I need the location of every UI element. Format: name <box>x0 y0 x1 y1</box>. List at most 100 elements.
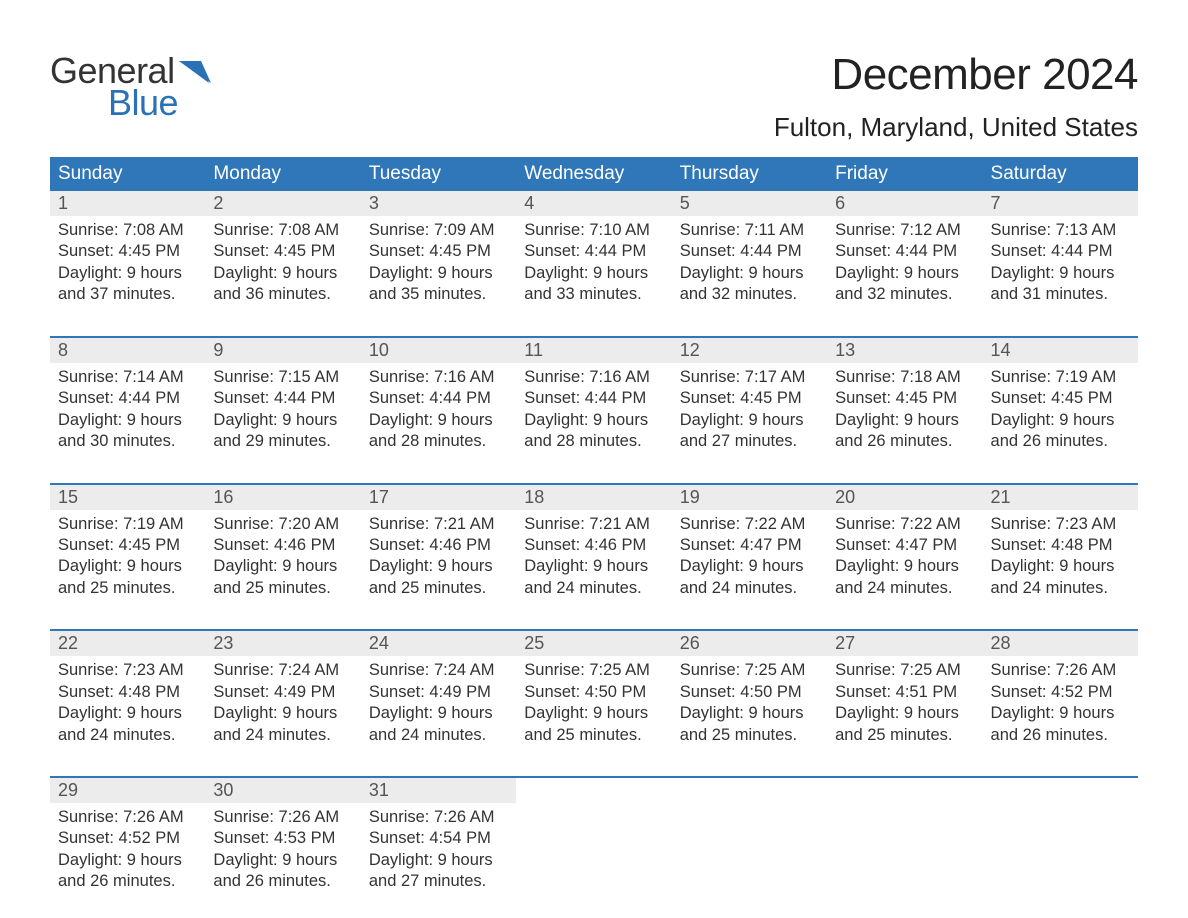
day-detail-cell: Sunrise: 7:17 AMSunset: 4:45 PMDaylight:… <box>672 363 827 484</box>
sunrise-text: Sunrise: 7:09 AM <box>369 220 508 241</box>
header: General Blue December 2024 Fulton, Maryl… <box>50 50 1138 143</box>
sunset-text: Sunset: 4:44 PM <box>524 388 663 409</box>
day-number-row: 1234567 <box>50 191 1138 216</box>
day-detail-row: Sunrise: 7:19 AMSunset: 4:45 PMDaylight:… <box>50 510 1138 631</box>
daylight-text: Daylight: 9 hours <box>991 263 1130 284</box>
sunrise-text: Sunrise: 7:26 AM <box>991 660 1130 681</box>
day-detail-cell: Sunrise: 7:08 AMSunset: 4:45 PMDaylight:… <box>50 216 205 337</box>
daylight-text: and 29 minutes. <box>213 431 352 452</box>
day-number-row: 15161718192021 <box>50 485 1138 510</box>
day-detail-cell: Sunrise: 7:14 AMSunset: 4:44 PMDaylight:… <box>50 363 205 484</box>
daylight-text: Daylight: 9 hours <box>213 556 352 577</box>
sunset-text: Sunset: 4:48 PM <box>58 682 197 703</box>
sunrise-text: Sunrise: 7:14 AM <box>58 367 197 388</box>
daylight-text: and 24 minutes. <box>524 578 663 599</box>
sunrise-text: Sunrise: 7:08 AM <box>58 220 197 241</box>
sunrise-text: Sunrise: 7:26 AM <box>58 807 197 828</box>
day-detail-cell: Sunrise: 7:16 AMSunset: 4:44 PMDaylight:… <box>516 363 671 484</box>
daylight-text: Daylight: 9 hours <box>213 263 352 284</box>
sunset-text: Sunset: 4:52 PM <box>991 682 1130 703</box>
sunset-text: Sunset: 4:45 PM <box>213 241 352 262</box>
daylight-text: Daylight: 9 hours <box>991 410 1130 431</box>
sunset-text: Sunset: 4:48 PM <box>991 535 1130 556</box>
daylight-text: Daylight: 9 hours <box>680 556 819 577</box>
sunrise-text: Sunrise: 7:25 AM <box>524 660 663 681</box>
daylight-text: Daylight: 9 hours <box>213 703 352 724</box>
daylight-text: Daylight: 9 hours <box>524 410 663 431</box>
sunrise-text: Sunrise: 7:11 AM <box>680 220 819 241</box>
day-detail-cell: Sunrise: 7:26 AMSunset: 4:52 PMDaylight:… <box>983 656 1138 777</box>
sunrise-text: Sunrise: 7:26 AM <box>213 807 352 828</box>
day-detail-cell: Sunrise: 7:21 AMSunset: 4:46 PMDaylight:… <box>361 510 516 631</box>
sunrise-text: Sunrise: 7:19 AM <box>991 367 1130 388</box>
day-detail-cell: Sunrise: 7:24 AMSunset: 4:49 PMDaylight:… <box>205 656 360 777</box>
day-detail-cell <box>672 803 827 901</box>
daylight-text: Daylight: 9 hours <box>524 703 663 724</box>
day-detail-cell: Sunrise: 7:26 AMSunset: 4:52 PMDaylight:… <box>50 803 205 901</box>
daylight-text: Daylight: 9 hours <box>835 410 974 431</box>
day-detail-cell: Sunrise: 7:19 AMSunset: 4:45 PMDaylight:… <box>50 510 205 631</box>
daylight-text: Daylight: 9 hours <box>213 850 352 871</box>
daylight-text: Daylight: 9 hours <box>835 703 974 724</box>
day-detail-cell: Sunrise: 7:24 AMSunset: 4:49 PMDaylight:… <box>361 656 516 777</box>
day-detail-cell <box>827 803 982 901</box>
day-number-cell: 15 <box>50 485 205 510</box>
day-number-cell: 21 <box>983 485 1138 510</box>
sunrise-text: Sunrise: 7:23 AM <box>58 660 197 681</box>
day-header: Tuesday <box>361 157 516 191</box>
sunset-text: Sunset: 4:51 PM <box>835 682 974 703</box>
day-header: Thursday <box>672 157 827 191</box>
day-number-cell: 7 <box>983 191 1138 216</box>
sunset-text: Sunset: 4:45 PM <box>680 388 819 409</box>
month-title: December 2024 <box>774 50 1138 100</box>
day-detail-cell: Sunrise: 7:25 AMSunset: 4:50 PMDaylight:… <box>672 656 827 777</box>
day-number-cell: 2 <box>205 191 360 216</box>
sunset-text: Sunset: 4:46 PM <box>369 535 508 556</box>
daylight-text: Daylight: 9 hours <box>680 703 819 724</box>
daylight-text: Daylight: 9 hours <box>213 410 352 431</box>
daylight-text: Daylight: 9 hours <box>369 410 508 431</box>
day-detail-cell: Sunrise: 7:22 AMSunset: 4:47 PMDaylight:… <box>672 510 827 631</box>
day-detail-cell: Sunrise: 7:10 AMSunset: 4:44 PMDaylight:… <box>516 216 671 337</box>
sunset-text: Sunset: 4:44 PM <box>58 388 197 409</box>
day-detail-cell: Sunrise: 7:22 AMSunset: 4:47 PMDaylight:… <box>827 510 982 631</box>
day-detail-cell: Sunrise: 7:23 AMSunset: 4:48 PMDaylight:… <box>50 656 205 777</box>
daylight-text: Daylight: 9 hours <box>369 556 508 577</box>
day-number-cell: 25 <box>516 631 671 656</box>
day-number-cell: 23 <box>205 631 360 656</box>
daylight-text: and 30 minutes. <box>58 431 197 452</box>
sunset-text: Sunset: 4:44 PM <box>524 241 663 262</box>
day-number-cell: 24 <box>361 631 516 656</box>
daylight-text: and 31 minutes. <box>991 284 1130 305</box>
day-number-cell <box>672 778 827 803</box>
daylight-text: and 25 minutes. <box>524 725 663 746</box>
day-number-cell: 16 <box>205 485 360 510</box>
sunrise-text: Sunrise: 7:13 AM <box>991 220 1130 241</box>
sunrise-text: Sunrise: 7:16 AM <box>369 367 508 388</box>
day-detail-cell: Sunrise: 7:13 AMSunset: 4:44 PMDaylight:… <box>983 216 1138 337</box>
daylight-text: and 24 minutes. <box>58 725 197 746</box>
day-number-cell: 18 <box>516 485 671 510</box>
day-detail-row: Sunrise: 7:08 AMSunset: 4:45 PMDaylight:… <box>50 216 1138 337</box>
sunrise-text: Sunrise: 7:18 AM <box>835 367 974 388</box>
daylight-text: and 24 minutes. <box>369 725 508 746</box>
daylight-text: Daylight: 9 hours <box>58 263 197 284</box>
daylight-text: and 24 minutes. <box>213 725 352 746</box>
day-number-cell: 4 <box>516 191 671 216</box>
daylight-text: and 36 minutes. <box>213 284 352 305</box>
sunset-text: Sunset: 4:45 PM <box>58 241 197 262</box>
day-number-cell: 1 <box>50 191 205 216</box>
day-number-cell: 11 <box>516 338 671 363</box>
sunrise-text: Sunrise: 7:26 AM <box>369 807 508 828</box>
day-header: Monday <box>205 157 360 191</box>
daylight-text: and 26 minutes. <box>58 871 197 892</box>
sunset-text: Sunset: 4:46 PM <box>213 535 352 556</box>
daylight-text: and 26 minutes. <box>991 431 1130 452</box>
day-detail-row: Sunrise: 7:14 AMSunset: 4:44 PMDaylight:… <box>50 363 1138 484</box>
day-detail-cell: Sunrise: 7:23 AMSunset: 4:48 PMDaylight:… <box>983 510 1138 631</box>
sunrise-text: Sunrise: 7:22 AM <box>680 514 819 535</box>
daylight-text: Daylight: 9 hours <box>835 556 974 577</box>
title-block: December 2024 Fulton, Maryland, United S… <box>774 50 1138 143</box>
daylight-text: Daylight: 9 hours <box>680 410 819 431</box>
daylight-text: Daylight: 9 hours <box>58 703 197 724</box>
